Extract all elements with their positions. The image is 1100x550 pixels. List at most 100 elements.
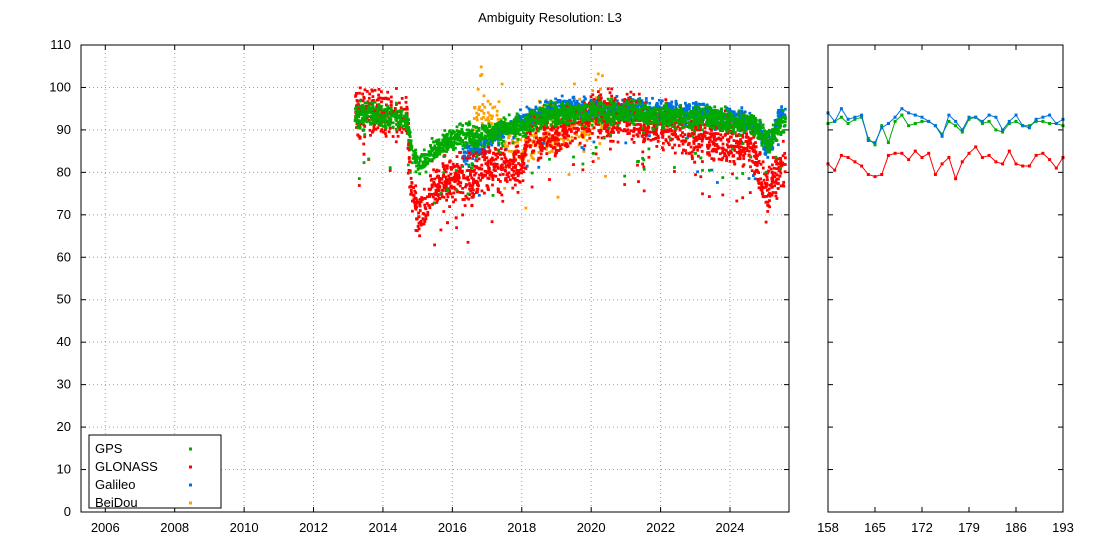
- y-tick-label: 90: [57, 122, 71, 137]
- data-point: [490, 122, 494, 125]
- data-point: [557, 104, 561, 108]
- data-point: [532, 157, 535, 161]
- data-point: [443, 182, 447, 186]
- data-point: [519, 138, 523, 141]
- data-point: [407, 143, 410, 147]
- data-point: [642, 128, 645, 132]
- data-point: [546, 131, 550, 134]
- data-point: [519, 115, 522, 118]
- data-point: [654, 129, 658, 132]
- data-point: [388, 166, 392, 170]
- data-point: [566, 105, 569, 109]
- data-point: [636, 123, 640, 126]
- data-point: [504, 165, 508, 169]
- data-point: [463, 157, 467, 161]
- data-point: [597, 156, 600, 160]
- data-point: [430, 193, 434, 196]
- data-point: [418, 172, 421, 176]
- data-point: [397, 116, 401, 120]
- data-point: [439, 228, 443, 232]
- data-point: [539, 125, 543, 128]
- data-point: [772, 181, 776, 184]
- data-point: [553, 134, 557, 138]
- data-point: [514, 145, 518, 149]
- data-point: [765, 184, 768, 188]
- data-point: [643, 137, 647, 141]
- data-point: [744, 147, 748, 150]
- data-point: [475, 118, 479, 122]
- data-point: [715, 137, 719, 141]
- data-point: [638, 113, 642, 116]
- data-point: [470, 162, 474, 166]
- data-point: [567, 112, 571, 116]
- data-point: [564, 108, 568, 112]
- data-point: [442, 186, 446, 189]
- data-point: [379, 113, 382, 117]
- data-point: [563, 132, 567, 136]
- data-point: [461, 191, 465, 195]
- data-point: [469, 172, 472, 175]
- data-point: [503, 128, 507, 131]
- data-point: [687, 142, 691, 145]
- data-point: [486, 150, 490, 153]
- data-point: [429, 187, 433, 191]
- data-point: [466, 192, 470, 196]
- data-point: [486, 99, 490, 103]
- data-point: [391, 111, 395, 115]
- data-point: [492, 163, 496, 167]
- data-point: [383, 128, 387, 132]
- data-point: [623, 110, 627, 113]
- data-point: [436, 192, 439, 196]
- data-point: [510, 168, 514, 171]
- data-point: [643, 139, 646, 143]
- data-point: [464, 156, 468, 160]
- data-point: [532, 114, 536, 118]
- data-point: [460, 171, 464, 174]
- data-point: [537, 151, 541, 154]
- data-point: [582, 147, 586, 151]
- data-point: [591, 93, 595, 97]
- data-point: [362, 142, 366, 146]
- data-point: [445, 198, 448, 202]
- data-point: [451, 162, 455, 166]
- data-point: [766, 188, 769, 192]
- data-point: [711, 124, 714, 127]
- data-point: [757, 136, 761, 139]
- data-point: [472, 177, 475, 181]
- data-point: [363, 101, 367, 105]
- data-point: [717, 124, 720, 128]
- data-point: [697, 107, 700, 111]
- data-point: [775, 162, 778, 166]
- data-point: [522, 154, 526, 158]
- data-point: [620, 108, 624, 112]
- data-point: [545, 142, 549, 146]
- data-point: [368, 92, 372, 96]
- data-point: [389, 100, 393, 104]
- data-point: [615, 128, 619, 131]
- data-point: [549, 107, 553, 111]
- data-point: [694, 101, 698, 104]
- data-point: [739, 149, 742, 153]
- data-point: [477, 184, 480, 187]
- data-point: [699, 125, 702, 129]
- data-point: [530, 156, 534, 159]
- data-point: [696, 170, 699, 174]
- data-point: [430, 184, 434, 188]
- data-point: [591, 89, 595, 92]
- data-point: [744, 140, 748, 143]
- data-point: [584, 111, 588, 115]
- data-point: [425, 202, 429, 205]
- data-point: [742, 157, 746, 160]
- data-point: [514, 164, 518, 167]
- data-point: [593, 113, 596, 117]
- data-point: [775, 129, 779, 133]
- data-point: [362, 152, 366, 156]
- data-point: [780, 105, 783, 109]
- data-point: [761, 166, 765, 170]
- data-point: [517, 171, 520, 175]
- data-point: [487, 167, 491, 171]
- data-point: [610, 87, 614, 91]
- data-point: [688, 133, 692, 137]
- data-point: [545, 147, 548, 151]
- data-point: [477, 129, 481, 132]
